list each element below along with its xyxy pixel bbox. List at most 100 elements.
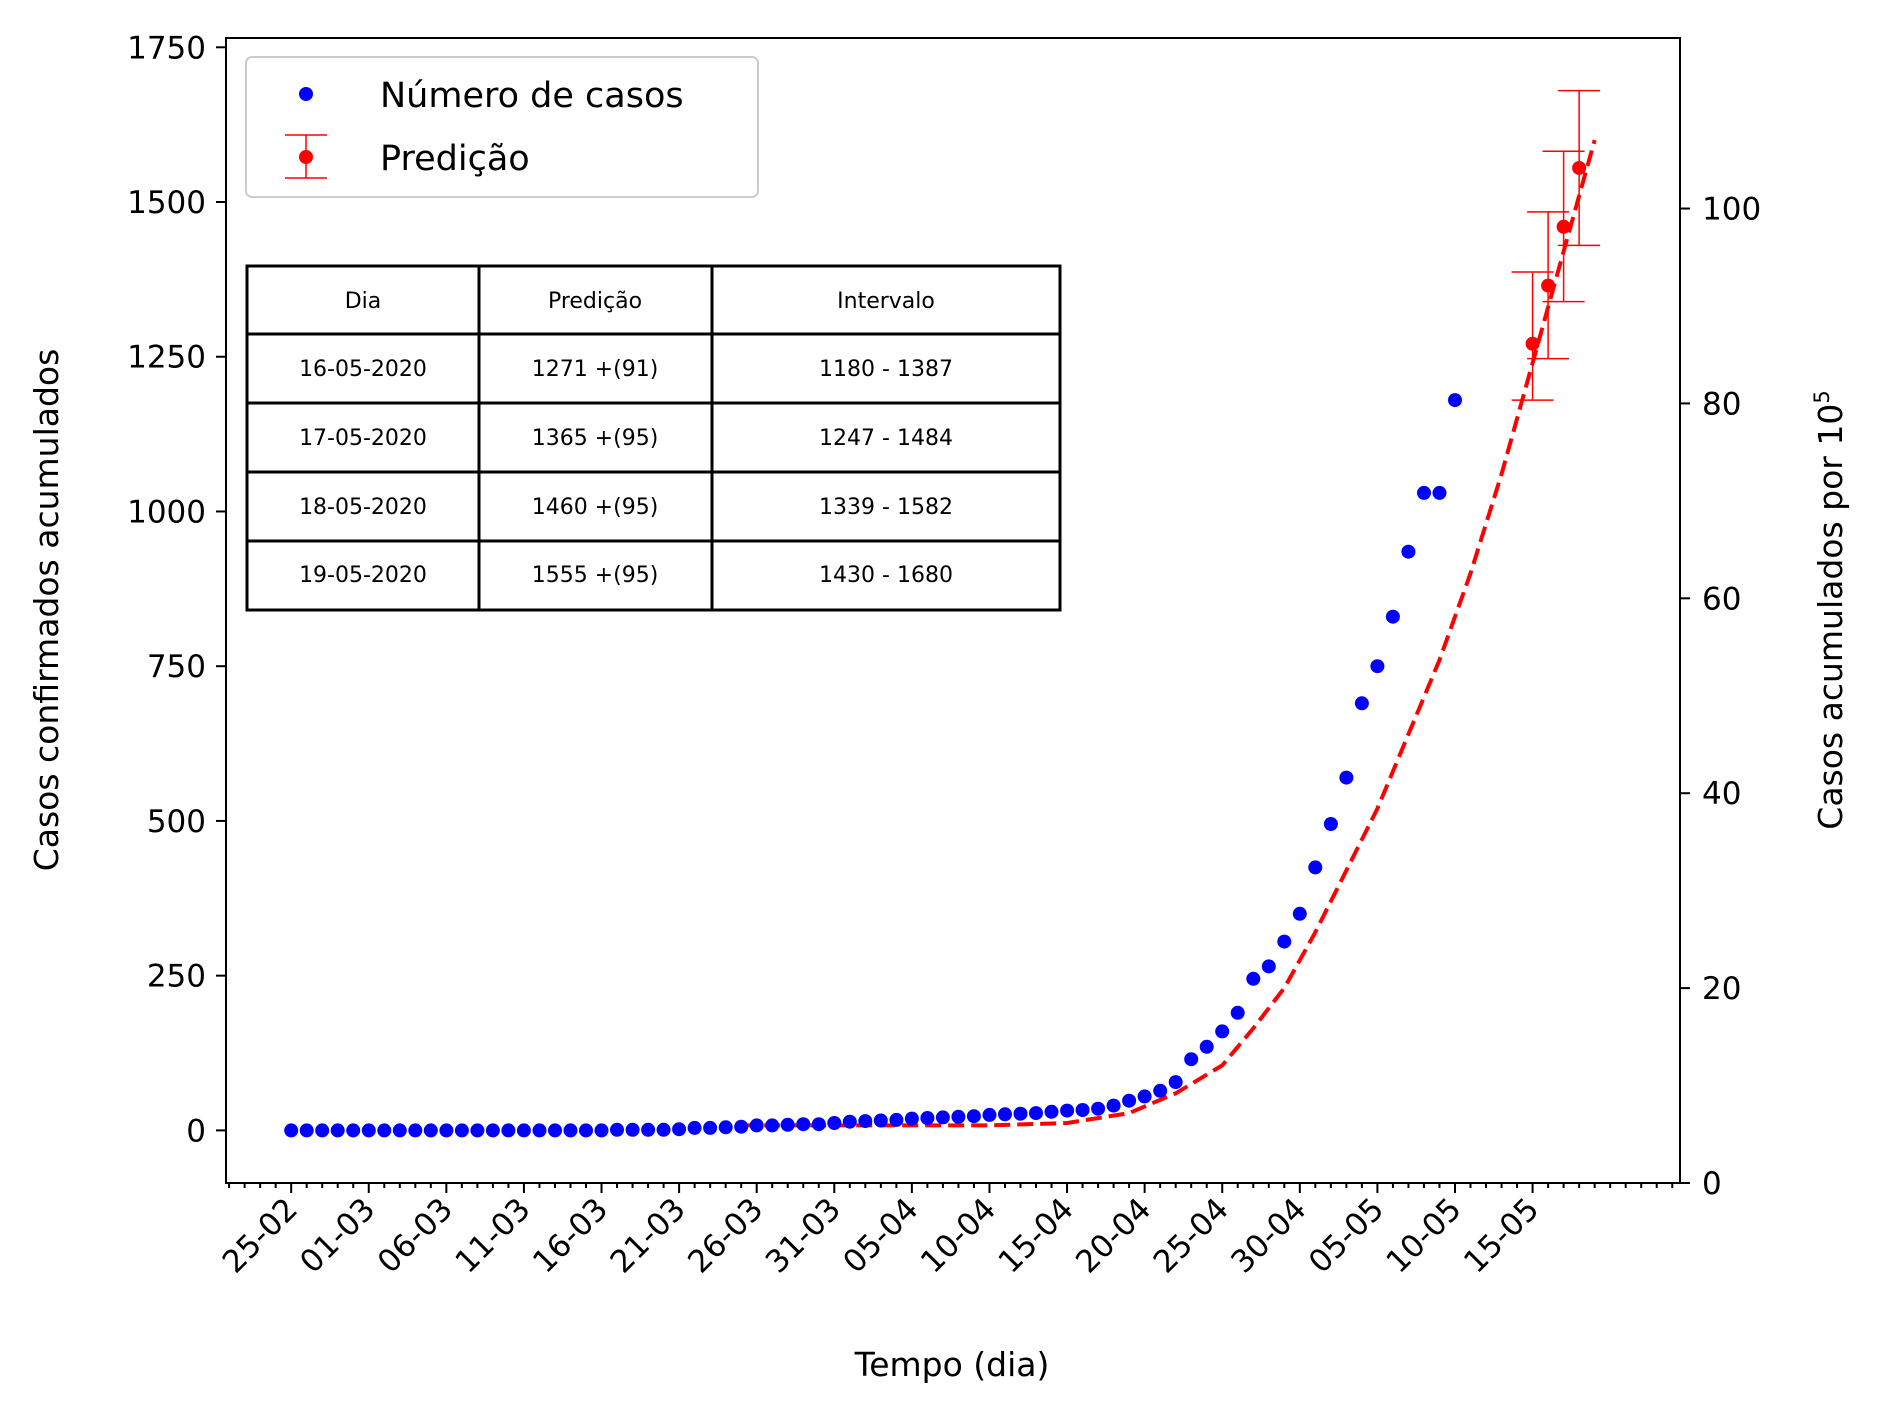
data-point-observed	[749, 1118, 764, 1133]
data-point-observed	[935, 1110, 950, 1125]
x-axis-label: Tempo (dia)	[854, 1345, 1050, 1384]
data-point-observed	[780, 1117, 795, 1132]
data-point-observed	[1292, 906, 1307, 921]
legend: Número de casos Predição	[245, 56, 759, 198]
data-point-observed	[1029, 1106, 1043, 1121]
y-axis-left-label: Casos confirmados acumulados	[27, 349, 66, 872]
data-point-observed	[656, 1122, 671, 1137]
data-point-observed	[1417, 485, 1431, 500]
table-cell: 1180 - 1387	[819, 357, 953, 382]
table-cell: 1365 +(95)	[532, 426, 659, 451]
data-point-observed	[796, 1117, 811, 1132]
data-point-observed	[548, 1123, 562, 1138]
prediction-point	[1558, 89, 1601, 247]
y-left-tick-label: 250	[147, 959, 206, 995]
prediction-layer	[1511, 89, 1601, 401]
table-cell: 19-05-2020	[299, 563, 427, 588]
table-cell: 18-05-2020	[299, 495, 427, 520]
data-point-observed	[858, 1114, 873, 1129]
data-point-observed	[718, 1120, 733, 1135]
table-cell: 1247 - 1484	[819, 426, 953, 451]
table-header-cell: Predição	[548, 289, 642, 314]
data-point-observed	[392, 1123, 407, 1138]
data-point-observed	[1106, 1098, 1121, 1113]
table-row: 16-05-2020 1271 +(91) 1180 - 1387	[299, 357, 953, 382]
data-point-observed	[951, 1109, 966, 1124]
data-point-observed	[1432, 485, 1447, 500]
data-point-observed	[889, 1112, 904, 1127]
data-point-observed	[1401, 544, 1416, 559]
data-point-observed	[1137, 1089, 1152, 1104]
data-point-observed	[1044, 1104, 1059, 1119]
table-cell: 16-05-2020	[299, 357, 427, 382]
data-point-observed	[1215, 1024, 1230, 1039]
data-point-observed	[1277, 934, 1292, 949]
y-axis-left: 0 250 500 750 1000 1250 1500 1750	[127, 30, 226, 1149]
data-point-observed	[1153, 1083, 1168, 1098]
table-cell: 1271 +(91)	[532, 357, 659, 382]
data-point-observed	[439, 1123, 454, 1138]
legend-marker-observed	[299, 87, 313, 101]
data-point-observed	[563, 1123, 578, 1138]
data-point-observed	[1184, 1052, 1199, 1067]
y-left-tick-label: 1250	[127, 340, 206, 376]
y-axis-right-label-exponent: 5	[1810, 390, 1834, 403]
y-right-tick-label: 80	[1702, 386, 1741, 422]
data-point-prediction	[1525, 336, 1540, 351]
data-point-observed	[1013, 1106, 1028, 1121]
data-point-observed	[966, 1109, 981, 1124]
fit-line-layer	[741, 139, 1597, 1128]
y-axis-right: 0 20 40 60 80 100	[1680, 192, 1761, 1202]
data-point-observed	[516, 1123, 531, 1138]
data-point-observed	[811, 1117, 826, 1132]
data-point-observed	[299, 1123, 314, 1138]
y-left-tick-label: 500	[147, 804, 206, 840]
y-right-tick-label: 0	[1702, 1166, 1722, 1202]
data-point-observed	[1370, 659, 1385, 674]
y-left-tick-label: 1750	[127, 30, 206, 66]
table-cell: 1555 +(95)	[532, 563, 659, 588]
data-point-observed	[1354, 696, 1369, 711]
data-point-observed	[1075, 1103, 1090, 1117]
plot-area-frame	[225, 37, 1681, 1184]
data-point-observed	[423, 1123, 438, 1138]
data-point-observed	[672, 1122, 687, 1137]
data-point-observed	[610, 1122, 624, 1137]
data-point-observed	[625, 1122, 640, 1137]
data-point-observed	[1230, 1005, 1245, 1020]
data-point-observed	[998, 1107, 1012, 1122]
data-point-observed	[501, 1123, 516, 1138]
prediction-table: Dia Predição Intervalo 16-05-2020 1271 +…	[245, 264, 1062, 612]
prediction-point	[1542, 150, 1585, 303]
data-point-observed	[765, 1118, 780, 1133]
data-point-observed	[1323, 817, 1338, 831]
data-point-observed	[284, 1123, 299, 1138]
table-row: 19-05-2020 1555 +(95) 1430 - 1680	[299, 563, 953, 588]
table-header-cell: Intervalo	[837, 289, 935, 314]
y-axis-right-label-base: Casos acumulados por 10	[1811, 404, 1850, 830]
data-point-observed	[641, 1122, 656, 1137]
data-point-observed	[454, 1123, 469, 1138]
data-point-observed	[532, 1123, 547, 1138]
y-right-tick-label: 100	[1702, 192, 1761, 228]
y-right-tick-label: 40	[1702, 776, 1741, 812]
legend-label-observed: Número de casos	[380, 76, 684, 116]
prediction-point	[1511, 271, 1554, 401]
y-axis-right-label: Casos acumulados por 105	[1810, 390, 1850, 829]
legend-label-prediction: Predição	[380, 139, 530, 179]
data-point-observed	[1448, 393, 1462, 408]
y-right-tick-label: 60	[1702, 581, 1741, 617]
fit-line	[741, 139, 1597, 1128]
data-point-observed	[687, 1120, 702, 1135]
table-row: 17-05-2020 1365 +(95) 1247 - 1484	[299, 426, 953, 451]
y-left-tick-label: 750	[147, 649, 206, 685]
data-point-observed	[904, 1111, 919, 1126]
legend-box	[245, 56, 759, 198]
table-frame	[245, 264, 1062, 612]
data-point-observed	[361, 1123, 376, 1138]
data-point-observed	[1199, 1039, 1214, 1054]
data-point-observed	[330, 1123, 345, 1138]
data-point-observed	[827, 1116, 842, 1130]
data-point-observed	[1261, 959, 1276, 974]
